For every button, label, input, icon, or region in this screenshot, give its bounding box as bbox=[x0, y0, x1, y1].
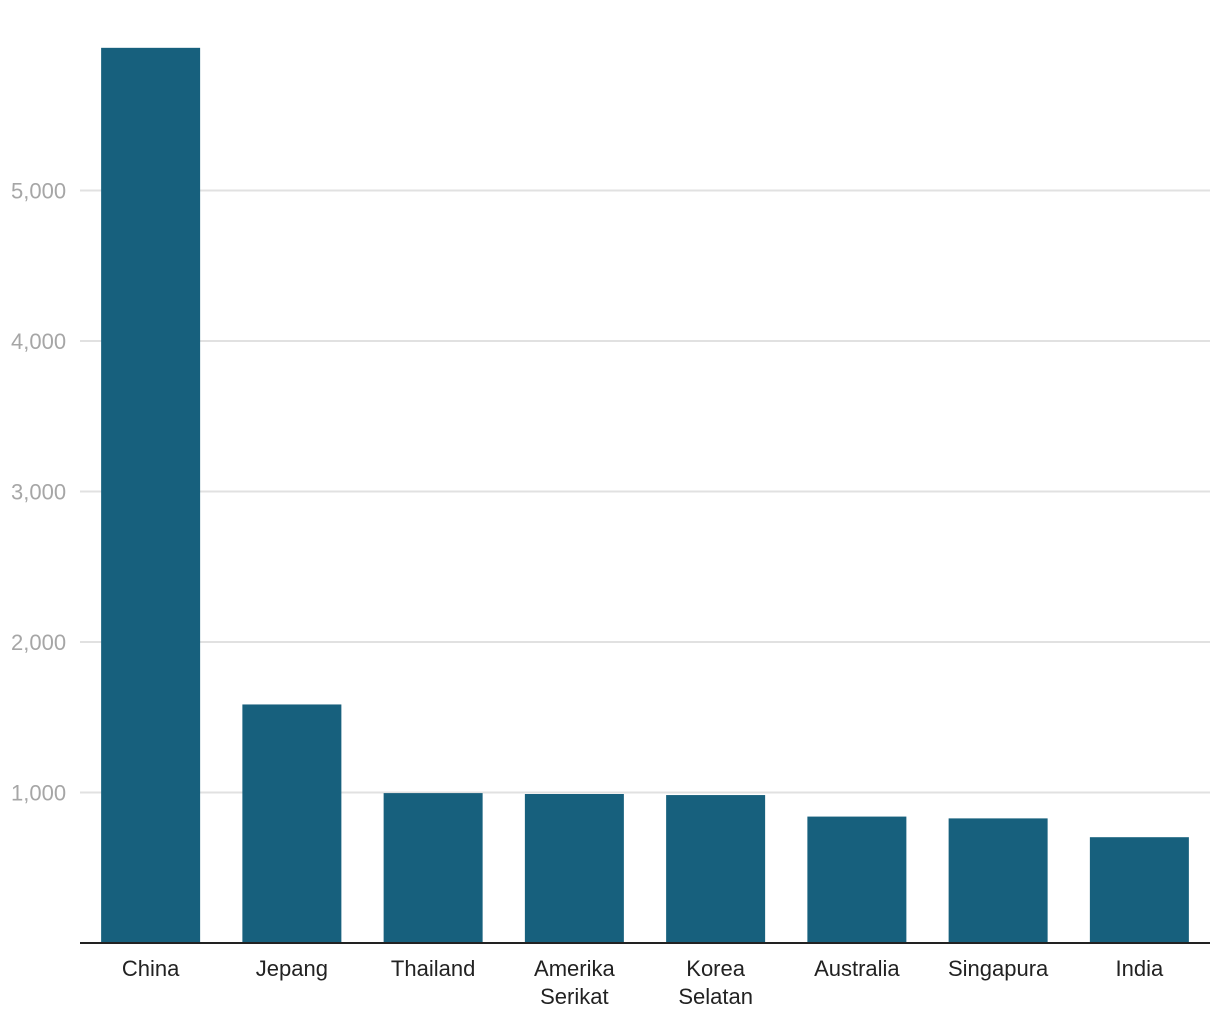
x-tick-label-line: Singapura bbox=[948, 956, 1049, 981]
bar bbox=[383, 793, 483, 943]
bars bbox=[101, 47, 1189, 944]
bar bbox=[1089, 837, 1189, 943]
y-axis: 1,000 2,000 3,000 4,000 5,000 bbox=[11, 179, 66, 806]
x-tick-label-line: Amerika bbox=[534, 956, 615, 981]
x-tick-label: Singapura bbox=[948, 956, 1049, 981]
x-tick-label-line: China bbox=[122, 956, 180, 981]
x-tick-label-line: Korea bbox=[686, 956, 745, 981]
y-tick-label: 5,000 bbox=[11, 179, 66, 204]
x-tick-label: Amerika Serikat bbox=[534, 956, 615, 1009]
bar bbox=[948, 818, 1048, 943]
y-tick-label: 3,000 bbox=[11, 480, 66, 505]
x-tick-label-line: Serikat bbox=[540, 984, 608, 1009]
x-tick-label: Jepang bbox=[256, 956, 328, 981]
bar bbox=[524, 794, 624, 943]
gridlines bbox=[80, 189, 1210, 794]
x-tick-label-line: Selatan bbox=[678, 984, 753, 1009]
bar bbox=[666, 795, 766, 943]
bar bbox=[242, 704, 342, 943]
x-tick-label: Thailand bbox=[391, 956, 475, 981]
x-tick-label: India bbox=[1116, 956, 1164, 981]
y-tick-label: 4,000 bbox=[11, 329, 66, 354]
x-tick-label-line: Jepang bbox=[256, 956, 328, 981]
bar bbox=[101, 47, 201, 944]
y-tick-label: 1,000 bbox=[11, 781, 66, 806]
x-tick-label: Australia bbox=[814, 956, 900, 981]
x-tick-label: China bbox=[122, 956, 180, 981]
bar bbox=[807, 816, 907, 943]
y-tick-label: 2,000 bbox=[11, 630, 66, 655]
x-axis: China Jepang Thailand Amerika Serikat Korea Se… bbox=[80, 942, 1210, 1009]
x-tick-label-line: Australia bbox=[814, 956, 900, 981]
x-tick-label: Korea Selatan bbox=[678, 956, 753, 1009]
x-tick-label-line: Thailand bbox=[391, 956, 475, 981]
x-tick-label-line: India bbox=[1116, 956, 1164, 981]
